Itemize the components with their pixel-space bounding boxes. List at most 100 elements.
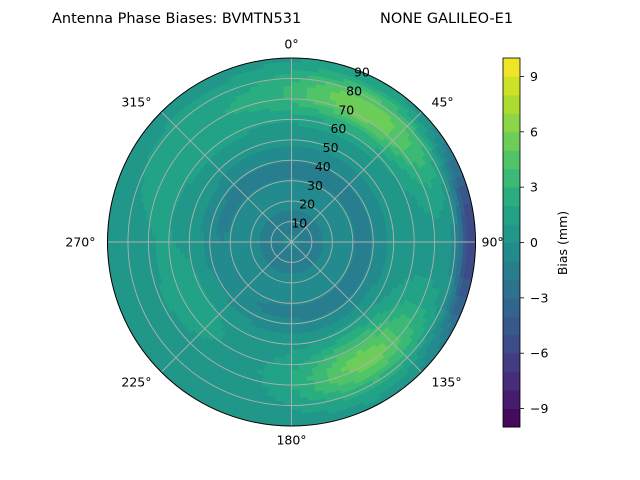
contour-cell bbox=[155, 234, 160, 243]
contour-cell bbox=[139, 241, 145, 251]
contour-cell bbox=[291, 313, 296, 319]
contour-cell bbox=[383, 241, 388, 248]
contour-cell bbox=[291, 149, 297, 155]
contour-cell bbox=[291, 305, 296, 311]
contour-cell bbox=[219, 241, 224, 247]
contour-cell bbox=[382, 231, 388, 238]
contour-cell bbox=[291, 333, 297, 339]
contour-cell bbox=[284, 177, 289, 183]
contour-cell bbox=[415, 241, 420, 250]
contour-cell bbox=[199, 241, 204, 248]
contour-cell bbox=[366, 245, 372, 251]
contour-cell bbox=[282, 397, 292, 403]
contour-cell bbox=[284, 105, 292, 111]
contour-cell bbox=[283, 93, 292, 99]
contour-cell bbox=[291, 133, 298, 139]
contour-cell bbox=[286, 325, 292, 331]
contour-cell bbox=[159, 241, 164, 250]
contour-cell bbox=[280, 337, 287, 343]
contour-cell bbox=[362, 233, 368, 239]
contour-cell bbox=[395, 236, 400, 243]
contour-cell bbox=[415, 234, 420, 243]
contour-cell bbox=[363, 237, 368, 243]
contour-cell bbox=[291, 109, 299, 115]
contour-cell bbox=[284, 361, 292, 367]
contour-cell bbox=[291, 373, 299, 379]
contour-cell bbox=[423, 241, 428, 250]
contour-cell bbox=[288, 181, 292, 187]
contour-cell bbox=[215, 241, 220, 247]
contour-cell bbox=[219, 245, 225, 250]
contour-cell bbox=[387, 241, 392, 248]
contour-cell bbox=[285, 337, 292, 343]
contour-cell bbox=[442, 241, 448, 251]
contour-cell bbox=[407, 235, 412, 243]
contour-cell bbox=[355, 241, 360, 246]
contour-cell bbox=[295, 325, 302, 331]
contour-cell bbox=[283, 393, 292, 399]
contour-cell bbox=[283, 377, 292, 383]
contour-cell bbox=[442, 233, 448, 243]
contour-cell bbox=[283, 85, 292, 91]
contour-cell bbox=[375, 241, 380, 247]
contour-cell bbox=[295, 161, 301, 167]
contour-cell bbox=[215, 245, 221, 251]
contour-cell bbox=[283, 101, 292, 107]
contour-cell bbox=[291, 317, 297, 323]
chart-title-right: NONE GALILEO-E1 bbox=[380, 11, 513, 27]
contour-cell bbox=[411, 241, 416, 249]
contour-cell bbox=[291, 345, 298, 351]
contour-cell bbox=[191, 246, 197, 253]
contour-cell bbox=[286, 153, 292, 159]
contour-cell bbox=[284, 357, 292, 363]
contour-cell bbox=[291, 101, 300, 107]
contour-cell bbox=[199, 236, 204, 243]
contour-cell bbox=[374, 232, 380, 238]
contour-cell bbox=[171, 241, 176, 249]
contour-cell bbox=[131, 233, 137, 243]
contour-cell bbox=[291, 177, 296, 183]
contour-cell bbox=[227, 238, 232, 243]
contour-cell bbox=[427, 234, 432, 243]
contour-cell bbox=[291, 309, 296, 315]
contour-cell bbox=[434, 233, 440, 243]
contour-cell bbox=[163, 234, 168, 243]
contour-cell bbox=[291, 93, 300, 99]
contour-cell bbox=[167, 241, 172, 249]
contour-cell bbox=[291, 357, 299, 363]
contour-cell bbox=[199, 232, 205, 238]
contour-cell bbox=[291, 141, 298, 147]
contour-cell bbox=[291, 161, 297, 167]
contour-cell bbox=[282, 81, 292, 87]
contour-cell bbox=[287, 165, 292, 171]
contour-cell bbox=[203, 232, 209, 238]
contour-cell bbox=[438, 233, 444, 243]
contour-cell bbox=[284, 121, 292, 127]
contour-cell bbox=[382, 246, 388, 253]
contour-cell bbox=[223, 245, 229, 250]
contour-cell bbox=[284, 113, 292, 119]
contour-cell bbox=[403, 235, 408, 243]
contour-cell bbox=[291, 361, 299, 367]
contour-cell bbox=[285, 349, 292, 355]
contour-cell bbox=[223, 241, 228, 246]
contour-cell bbox=[211, 241, 216, 247]
contour-cell bbox=[291, 165, 296, 171]
contour-cell bbox=[287, 301, 292, 307]
contour-cell bbox=[284, 369, 292, 375]
contour-cell bbox=[159, 234, 164, 243]
contour-cell bbox=[151, 241, 156, 250]
contour-cell bbox=[283, 89, 292, 95]
contour-cell bbox=[195, 241, 200, 248]
contour-cell bbox=[179, 235, 184, 243]
contour-cell bbox=[295, 317, 301, 323]
contour-cell bbox=[284, 109, 292, 115]
contour-cell bbox=[139, 233, 145, 243]
contour-cell bbox=[294, 297, 299, 303]
contour-cell bbox=[295, 329, 302, 335]
contour-cell bbox=[287, 309, 292, 315]
contour-cell bbox=[296, 337, 303, 343]
contour-cell bbox=[291, 121, 299, 127]
contour-cell bbox=[287, 173, 292, 179]
